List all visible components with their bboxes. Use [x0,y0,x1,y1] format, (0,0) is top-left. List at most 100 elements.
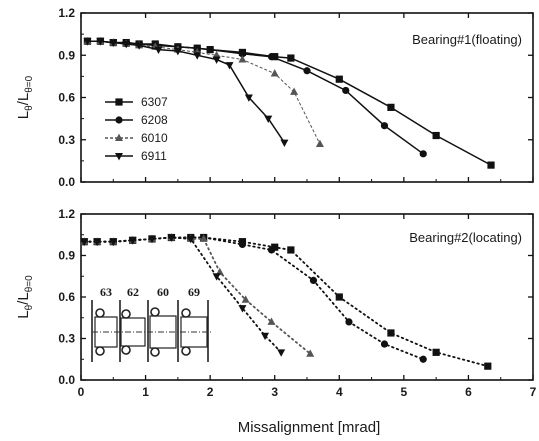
data-point [342,86,350,95]
bearing-ball [150,307,160,317]
inset-label: 62 [127,285,139,299]
y-tick-label: 0.6 [58,290,75,304]
legend-item: 6307 [105,95,168,109]
data-point [238,305,247,313]
legend-marker [115,98,123,106]
y-tick-label: 1.2 [58,207,75,221]
data-point [122,40,131,49]
data-point [432,348,440,356]
y-tick-label: 1.2 [58,6,75,20]
y-tick-label: 0.9 [58,249,75,263]
data-point [80,238,89,247]
data-point [212,56,221,64]
data-point [167,234,176,242]
x-tick-label: 0 [78,385,85,399]
legend-marker [115,153,123,161]
x-tick-label: 1 [142,385,149,399]
bearing-ball [181,346,191,356]
data-point [267,246,276,254]
inset-label: 63 [100,285,112,299]
x-tick-label: 3 [271,385,278,399]
legend-item: 6911 [105,149,167,163]
data-point [335,75,343,83]
data-point [186,235,195,244]
data-point [128,237,137,245]
data-point [419,150,427,158]
inset-label: 60 [157,285,169,299]
bearing-ball [121,345,131,355]
data-point [306,349,315,357]
data-point [287,246,295,254]
data-point [212,273,221,281]
data-point [238,240,247,249]
data-point [487,161,495,169]
data-point [380,122,389,130]
series-6911 [83,38,289,147]
data-point [387,103,395,111]
y-tick-label: 0.0 [58,373,75,387]
data-point [287,54,295,62]
data-point [93,238,102,247]
data-point [419,355,427,363]
panel-top: 0.0 0.3 0.6 0.9 1.2 Lθ/Lθ=0 Bearing#1(floating… [15,6,534,189]
data-point [244,94,253,102]
data-point [290,87,299,95]
data-point [96,38,105,46]
legend-item: 6208 [105,113,168,127]
x-tick-label: 7 [530,385,537,399]
bearing-ball [121,309,131,319]
bearing-ball [181,308,191,318]
data-point [109,39,118,47]
bearing-ball [95,346,105,356]
data-point [380,340,389,348]
legend-marker [115,116,123,124]
data-point [315,139,324,147]
data-point [303,67,311,75]
x-tick-label: 2 [207,385,214,399]
data-point [241,295,250,303]
data-point [173,48,182,56]
data-point [225,62,234,70]
legend-label: 6307 [141,95,168,109]
y-tick-label: 0.9 [58,48,75,62]
x-tick-label: 6 [465,385,472,399]
data-point [154,46,163,55]
data-point [238,50,247,58]
data-point [432,131,440,140]
panel-title: Bearing#2(locating) [409,230,522,245]
data-point [271,243,279,251]
panel-bottom: 0 1 2 3 4 5 6 7 0.0 0.3 0.6 0.9 1.2 Lθ/Lθ=0 Bearing#2(… [15,207,537,399]
data-point [267,53,276,61]
y-tick-label: 0.3 [58,133,75,147]
series-6911 [80,234,286,357]
legend-label: 6010 [141,131,168,145]
x-tick-label: 5 [401,385,408,399]
data-point [109,238,118,247]
x-tick-label: 4 [336,385,343,399]
data-point [148,235,157,244]
data-point [199,234,208,242]
data-point [193,52,202,60]
legend-marker [115,133,123,141]
legend-label: 6911 [141,149,167,163]
data-point [238,55,247,63]
data-point [206,46,214,54]
data-point [267,317,276,325]
inset-label: 69 [188,285,200,299]
data-point [261,332,270,341]
data-point [264,115,273,124]
data-point [387,329,395,337]
x-axis-title: Missalignment [mrad] [238,419,381,436]
y-tick-label: 0.6 [58,91,75,105]
bearing-ball [95,308,105,318]
data-point [212,50,221,59]
data-point [135,42,144,50]
data-point [309,276,318,284]
bearing-inset: 63 62 60 69 [91,285,212,362]
y-axis-title: Lθ/Lθ=0 [15,275,35,319]
legend-item: 6010 [105,131,168,145]
y-tick-label: 0.0 [58,175,75,189]
data-point [280,139,289,147]
